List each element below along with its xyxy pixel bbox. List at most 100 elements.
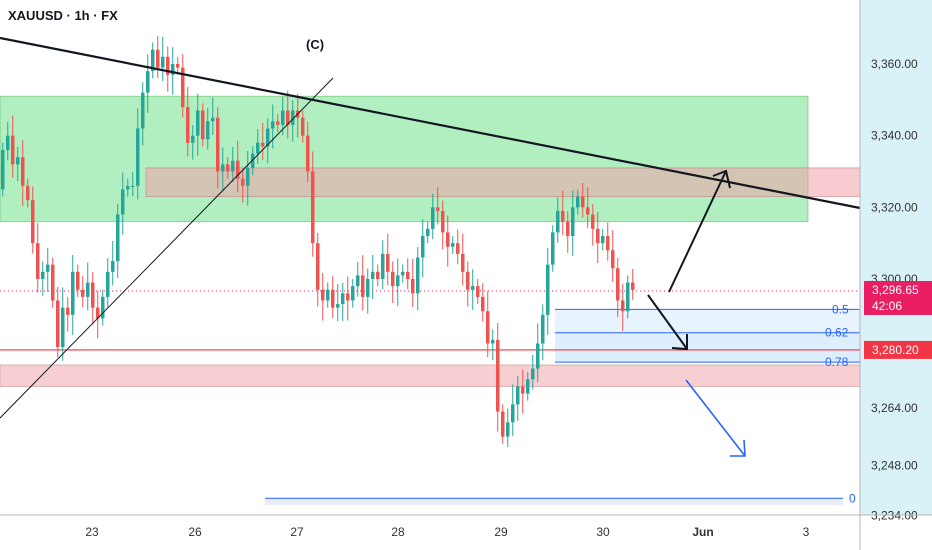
candle bbox=[261, 122, 265, 161]
candle bbox=[601, 228, 605, 251]
candle bbox=[111, 241, 115, 286]
candle bbox=[461, 233, 465, 286]
fib-lines[interactable]: 0.5 0.62 0.78 0 bbox=[265, 302, 860, 505]
candle bbox=[176, 56, 180, 75]
candle bbox=[201, 103, 205, 147]
candle bbox=[571, 190, 575, 257]
candle bbox=[121, 172, 125, 235]
support-zone[interactable] bbox=[0, 364, 861, 387]
candle bbox=[551, 225, 555, 272]
candle bbox=[36, 223, 40, 293]
candle bbox=[236, 140, 240, 193]
candle bbox=[216, 107, 220, 189]
candle bbox=[306, 122, 310, 182]
candle bbox=[76, 264, 80, 297]
candle bbox=[211, 97, 215, 135]
candle bbox=[516, 376, 520, 422]
candle bbox=[456, 229, 460, 265]
marked-price-badge: 3,280.20 bbox=[864, 340, 932, 359]
candle bbox=[91, 272, 95, 325]
candle bbox=[116, 204, 120, 278]
candle bbox=[421, 219, 425, 278]
candle bbox=[336, 283, 340, 322]
candle bbox=[391, 261, 395, 303]
price-tick-label: 3,248.00 bbox=[871, 458, 918, 472]
candle bbox=[591, 204, 595, 246]
candle bbox=[511, 384, 515, 436]
candle bbox=[251, 146, 255, 176]
candle bbox=[631, 268, 635, 301]
candle bbox=[426, 221, 430, 244]
time-tick-label: 29 bbox=[494, 525, 508, 539]
candle bbox=[346, 276, 350, 321]
candle bbox=[96, 290, 100, 339]
candle bbox=[526, 372, 530, 401]
candle bbox=[541, 304, 545, 361]
candle bbox=[276, 114, 280, 133]
candle bbox=[266, 118, 270, 164]
candle bbox=[271, 104, 275, 149]
candle bbox=[436, 187, 440, 225]
candle bbox=[521, 369, 525, 414]
candle bbox=[6, 122, 10, 161]
resistance-zone[interactable] bbox=[145, 167, 861, 198]
fib-label-0: 0 bbox=[849, 491, 856, 505]
candle bbox=[146, 54, 150, 113]
candle bbox=[341, 282, 345, 321]
candle bbox=[16, 146, 20, 182]
projection-up-arrow[interactable] bbox=[668, 169, 731, 293]
candle bbox=[81, 276, 85, 308]
projection-extension-arrow[interactable] bbox=[685, 379, 746, 457]
candle bbox=[536, 323, 540, 383]
candle bbox=[311, 151, 315, 257]
descending-trendline[interactable] bbox=[0, 36, 861, 210]
candle bbox=[221, 147, 225, 192]
ascending-trendline[interactable] bbox=[0, 77, 334, 419]
time-tick-label: 30 bbox=[596, 525, 610, 539]
marked-price-value: 3,280.20 bbox=[872, 343, 919, 357]
candle bbox=[481, 283, 485, 322]
current-price-value: 3,296.65 bbox=[872, 283, 919, 297]
wave-label: (C) bbox=[306, 37, 324, 52]
candle bbox=[386, 233, 390, 286]
candle bbox=[356, 261, 360, 297]
price-axis-strip[interactable] bbox=[860, 0, 932, 515]
candle bbox=[546, 247, 550, 335]
candle bbox=[581, 182, 585, 218]
candle bbox=[491, 329, 495, 361]
candle bbox=[106, 258, 110, 308]
candle bbox=[366, 268, 370, 314]
candle bbox=[206, 107, 210, 150]
candle bbox=[141, 82, 145, 146]
candle bbox=[451, 235, 455, 254]
candle bbox=[241, 168, 245, 203]
candle bbox=[596, 211, 600, 264]
candle bbox=[476, 278, 480, 305]
candle bbox=[61, 287, 65, 361]
candle bbox=[126, 178, 130, 197]
projection-down-arrow[interactable] bbox=[647, 294, 688, 351]
candle bbox=[156, 36, 160, 78]
candle bbox=[46, 247, 50, 292]
candle bbox=[611, 230, 615, 282]
candle bbox=[446, 215, 450, 267]
candle bbox=[396, 258, 400, 307]
candle bbox=[376, 264, 380, 287]
candle bbox=[181, 53, 185, 118]
candle bbox=[501, 404, 505, 444]
candle bbox=[161, 36, 165, 82]
candle bbox=[576, 189, 580, 215]
candles bbox=[1, 36, 635, 448]
candle bbox=[26, 178, 30, 208]
candle bbox=[21, 140, 25, 206]
candle bbox=[466, 261, 470, 307]
time-tick-label: 28 bbox=[391, 525, 405, 539]
candle bbox=[416, 247, 420, 311]
candle bbox=[56, 286, 60, 358]
candle bbox=[556, 197, 560, 243]
candle bbox=[566, 211, 570, 253]
candle bbox=[256, 129, 260, 164]
price-tick-label: 3,360.00 bbox=[871, 57, 918, 71]
